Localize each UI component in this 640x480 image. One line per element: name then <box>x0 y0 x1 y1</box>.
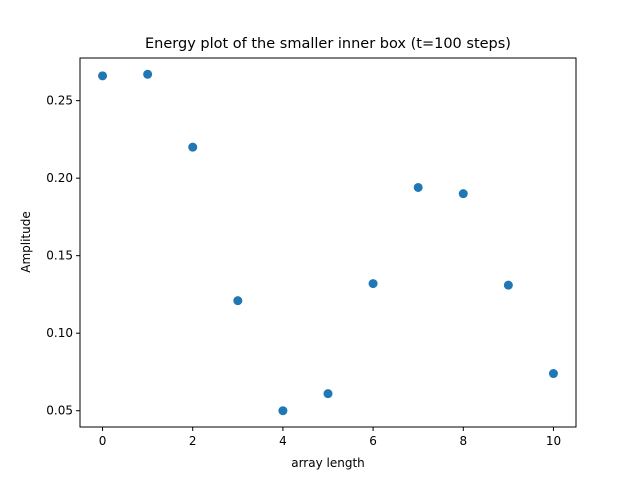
data-point <box>548 369 558 379</box>
x-tick-label: 2 <box>189 434 197 448</box>
x-tick-label: 4 <box>279 434 287 448</box>
x-axis-label: array length <box>291 456 365 470</box>
data-points <box>98 69 558 416</box>
y-axis-label: Amplitude <box>19 211 33 273</box>
data-point <box>98 71 108 81</box>
y-axis-ticks: 0.05 0.10 0.15 0.20 0.25 <box>46 94 80 418</box>
chart-title: Energy plot of the smaller inner box (t=… <box>145 36 511 52</box>
data-point <box>368 279 378 289</box>
x-tick-label: 8 <box>459 434 467 448</box>
data-point <box>458 189 468 199</box>
y-tick-label: 0.25 <box>46 94 73 108</box>
x-axis-ticks: 0 2 4 6 8 10 <box>99 427 561 448</box>
x-tick-label: 10 <box>546 434 561 448</box>
y-tick-label: 0.05 <box>46 404 73 418</box>
plot-frame <box>79 57 577 428</box>
data-point <box>503 280 513 290</box>
data-point <box>233 296 243 306</box>
data-point <box>413 182 423 192</box>
y-tick-label: 0.10 <box>46 326 73 340</box>
data-point <box>188 142 198 152</box>
data-point <box>143 69 153 79</box>
data-point <box>278 406 288 416</box>
data-point <box>323 389 333 399</box>
x-tick-label: 0 <box>99 434 107 448</box>
y-tick-label: 0.20 <box>46 171 73 185</box>
x-tick-label: 6 <box>369 434 377 448</box>
y-tick-label: 0.15 <box>46 249 73 263</box>
